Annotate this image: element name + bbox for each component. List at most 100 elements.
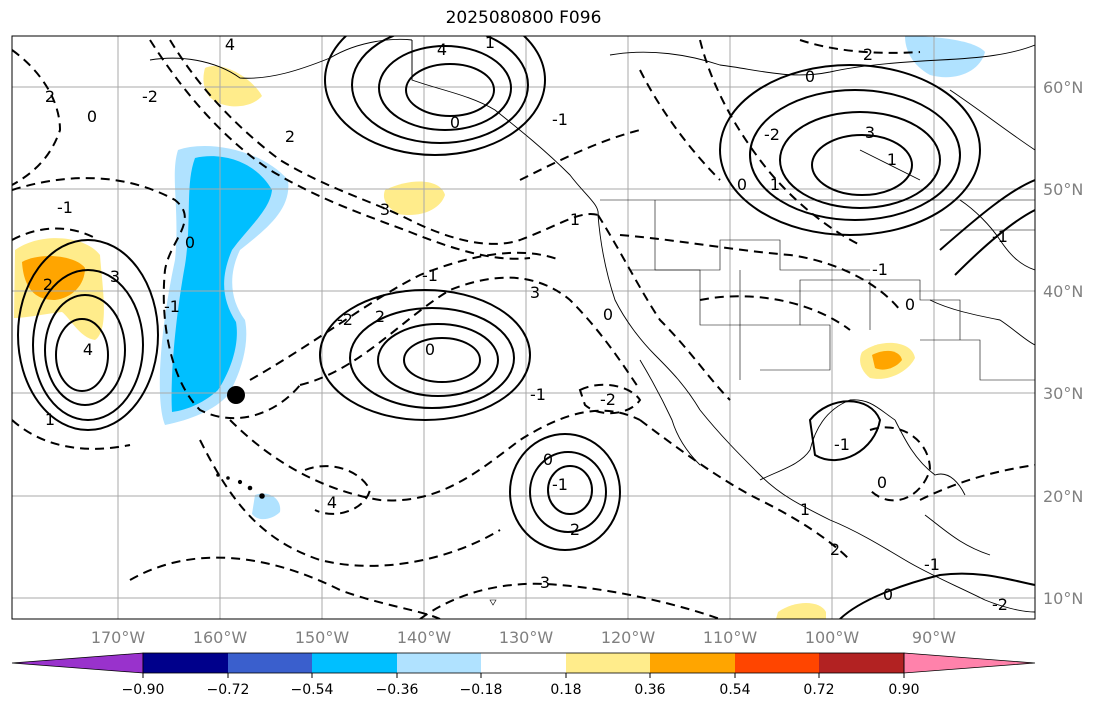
contour-label: 1 (887, 150, 897, 169)
pos-shade-c (383, 181, 445, 216)
pos-shade-s (776, 603, 826, 619)
contour-label: 2 (863, 45, 873, 64)
neg-shade-small (252, 493, 281, 520)
contour-label: -2 (992, 595, 1008, 614)
latitude-labels: 60°N 50°N 40°N 30°N 20°N 10°N (1043, 78, 1083, 608)
colorbar-outline (142, 652, 905, 674)
contour-label: 3 (380, 200, 390, 219)
colorbar-tick-label: −0.36 (376, 682, 419, 698)
map-title: 2025080800 F096 (445, 8, 602, 28)
contour-label: 1 (770, 175, 780, 194)
lon-label: 140°W (397, 628, 452, 647)
graticule (12, 36, 1035, 619)
contour-label: 4 (327, 493, 337, 512)
contour-label: 0 (425, 340, 435, 359)
contour-label: -1 (924, 555, 940, 574)
colorbar-extend-max (903, 652, 1036, 674)
contour-label: -2 (764, 125, 780, 144)
contour-label: -2 (142, 87, 158, 106)
contour-label: 2 (285, 127, 295, 146)
colorbar-tick-label: −0.54 (291, 682, 334, 698)
contour-label: -1 (530, 385, 546, 404)
colorbar-segment (735, 653, 819, 673)
lon-label: 170°W (91, 628, 146, 647)
contour-label: -1 (164, 297, 180, 316)
colorbar-segment (650, 653, 735, 673)
plot-frame (11, 35, 1036, 620)
contour-label: 0 (450, 113, 460, 132)
contour-label: -1 (552, 475, 568, 494)
contour-label: 0 (603, 305, 613, 324)
contour-label: -1 (834, 435, 850, 454)
neg-shade-ne (905, 36, 985, 78)
contour-labels: 4 2 0 -2 -1 3 4 2 1 0 -1 2 3 4 0 1 -1 -2 0 2 3 -1 -2 0 -1 2 3 4 0 1 -1… (43, 33, 1008, 614)
colorbar-tick-label: −0.18 (460, 682, 503, 698)
contour-label: -2 (337, 310, 353, 329)
colorbar-tick-label: 0.72 (803, 682, 834, 698)
contour-label: -2 (600, 390, 616, 409)
colorbar-segment (312, 653, 397, 673)
colorbar-tick-label: 0.18 (550, 682, 581, 698)
lon-label: 110°W (703, 628, 758, 647)
colorbar-segment (397, 653, 481, 673)
lat-label: 30°N (1043, 384, 1083, 403)
lon-label: 100°W (805, 628, 860, 647)
contour-label: 1 (800, 500, 810, 519)
contour-label: 2 (570, 520, 580, 539)
coastlines (149, 38, 1035, 613)
contour-label: 3 (540, 573, 550, 592)
colorbar-tick-label: −0.90 (122, 682, 165, 698)
contour-label: 0 (737, 175, 747, 194)
contour-label: 1 (485, 33, 495, 52)
colorbar-tick-label: 0.54 (719, 682, 750, 698)
contour-label: -1 (552, 110, 568, 129)
contour-label: 0 (877, 473, 887, 492)
colorbar-tick-label: 0.36 (634, 682, 665, 698)
lon-label: 160°W (193, 628, 248, 647)
contour-label: 2 (45, 87, 55, 106)
contour-label: 4 (83, 340, 93, 359)
colorbar-segment (481, 653, 566, 673)
colorbar-segment (819, 653, 904, 673)
colorbar: −0.90 −0.72 −0.54 −0.36 −0.18 0.18 0.36 0.54 0.7… (11, 652, 1036, 698)
lon-label: 130°W (499, 628, 554, 647)
contour-label: -1 (57, 198, 73, 217)
contour-label: 2 (43, 275, 53, 294)
lat-label: 10°N (1043, 589, 1083, 608)
pos-shade-se-orange (872, 350, 902, 370)
contour-label: -1 (872, 260, 888, 279)
contour-label: 4 (437, 40, 447, 59)
colorbar-tick-label: 0.90 (888, 682, 919, 698)
shading-layer (14, 36, 985, 619)
station-dot (227, 386, 245, 404)
colorbar-tick-label: −0.72 (207, 682, 250, 698)
lat-label: 60°N (1043, 78, 1083, 97)
pos-shade-n (203, 66, 262, 107)
islands (216, 473, 497, 606)
lat-label: 20°N (1043, 487, 1083, 506)
contour-label: 0 (805, 67, 815, 86)
contour-label: 4 (225, 35, 235, 54)
neg-shade-dark (171, 156, 272, 412)
contour-label: 0 (905, 295, 915, 314)
contour-label: 0 (883, 585, 893, 604)
contour-label: -1 (992, 227, 1008, 246)
colorbar-segment (566, 653, 650, 673)
colorbar-segment (143, 653, 228, 673)
contour-label: 0 (87, 107, 97, 126)
contour-label: 2 (375, 307, 385, 326)
contour-label: 3 (865, 123, 875, 142)
lat-label: 40°N (1043, 282, 1083, 301)
contour-label: -1 (422, 266, 438, 285)
contour-label: 1 (570, 210, 580, 229)
contours-positive (17, 36, 1035, 619)
contour-label: 1 (45, 410, 55, 429)
contour-label: 0 (543, 450, 553, 469)
colorbar-extend-min (11, 652, 144, 674)
contour-label: 3 (530, 283, 540, 302)
longitude-labels: 170°W 160°W 150°W 140°W 130°W 120°W 110°W 100°W… (91, 628, 956, 647)
pos-shade-w-orange (22, 256, 85, 300)
contour-label: 0 (185, 233, 195, 252)
colorbar-segment (228, 653, 312, 673)
